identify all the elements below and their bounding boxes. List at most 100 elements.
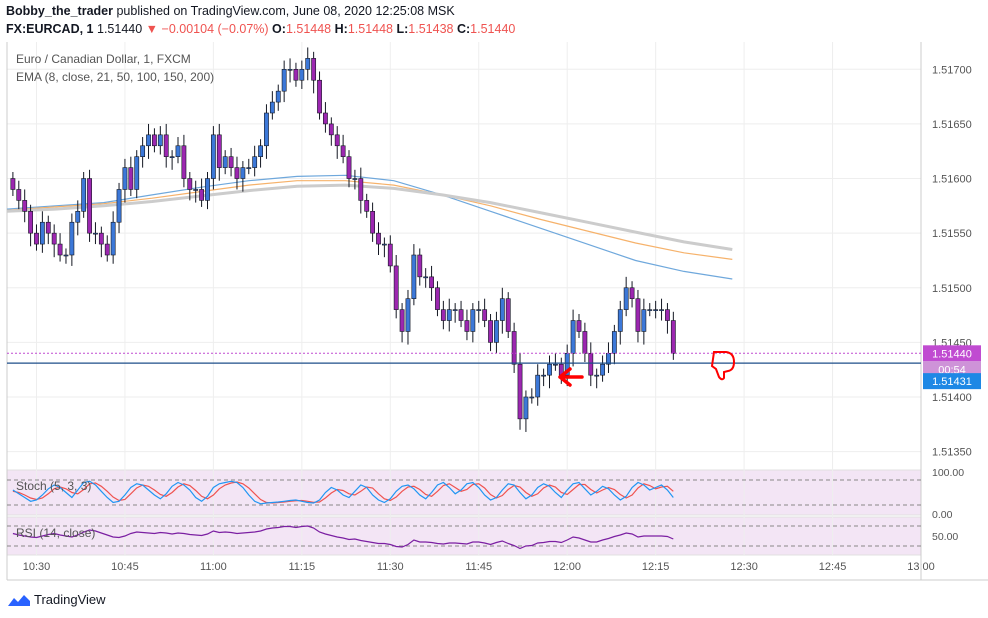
price-tick-label: 1.51350: [932, 447, 972, 459]
candle-body: [175, 145, 181, 157]
candle-body: [181, 145, 187, 179]
candle-body: [199, 189, 204, 201]
candle-body: [57, 243, 63, 256]
high-value: 1.51448: [347, 22, 393, 36]
candle-body: [87, 178, 92, 234]
candle-body: [665, 309, 670, 321]
time-tick-label: 12:15: [642, 561, 670, 573]
candle-body: [104, 243, 110, 256]
ema-line-orange: [6, 180, 733, 260]
low-value: 1.51438: [408, 22, 454, 36]
candle-body: [494, 320, 499, 343]
time-tick-label: 12:45: [819, 561, 847, 573]
candle-body: [458, 309, 464, 321]
candle-body: [635, 298, 641, 332]
candle-body: [328, 123, 334, 136]
candle-body: [370, 211, 375, 234]
candle-body: [511, 331, 517, 365]
candle-body: [146, 134, 151, 147]
candle-body: [405, 298, 411, 332]
stoch-k-line: [12, 480, 674, 505]
published-text: published on TradingView.com, June 08, 2…: [116, 4, 455, 18]
stoch-axis-label: 100.00: [932, 467, 964, 479]
footer-brand-text: TradingView: [34, 592, 106, 607]
candle-body: [134, 156, 140, 190]
footer-brand[interactable]: TradingView: [8, 592, 106, 607]
last-price-tag: [923, 345, 981, 362]
candle-body: [376, 232, 381, 245]
symbol-label: FX:EURCAD, 1: [6, 22, 94, 36]
candle-body: [358, 178, 364, 201]
candle-body: [269, 101, 275, 114]
candle-body: [470, 309, 476, 332]
candle-body: [10, 178, 16, 190]
time-tick-label: 10:30: [23, 561, 51, 573]
candle-body: [340, 145, 346, 157]
rsi-axis-label: 50.00: [932, 531, 958, 543]
candle-body: [429, 276, 434, 289]
candle-body: [387, 243, 393, 267]
candle-body: [582, 331, 588, 354]
candle-body: [435, 287, 440, 310]
candle-body: [222, 156, 228, 168]
candle-body: [98, 232, 104, 245]
candle-body: [570, 320, 576, 354]
author-name[interactable]: Bobby_the_trader: [6, 4, 113, 18]
candle-body: [63, 254, 69, 257]
candle-body: [423, 276, 429, 279]
candle-body: [535, 374, 541, 398]
candle-body: [140, 145, 146, 157]
candle-body: [39, 221, 45, 245]
candle-body: [252, 156, 258, 168]
ema-line-gray: [6, 183, 733, 251]
candle-body: [234, 167, 240, 179]
candle-body: [264, 112, 269, 147]
candle-body: [228, 156, 234, 168]
candle-body: [258, 145, 263, 157]
red-arrow-drawing: [558, 367, 584, 387]
tradingview-logo-icon: [8, 594, 30, 606]
candle-body: [588, 353, 594, 376]
price-change: −0.00104 (−0.07%): [161, 22, 269, 36]
main-pane: [7, 42, 921, 468]
candle-body: [163, 134, 169, 157]
candle-body: [523, 396, 529, 420]
price-tick-label: 1.51700: [932, 64, 972, 76]
low-label: L:: [396, 22, 409, 36]
close-label: C:: [456, 22, 471, 36]
rsi-line: [12, 525, 674, 550]
candle-body: [641, 309, 647, 332]
candle-body: [193, 189, 199, 191]
stoch-d-line: [12, 481, 674, 504]
candle-body: [393, 265, 399, 310]
candle-body: [75, 211, 81, 223]
candle-body: [317, 79, 322, 114]
candle-body: [169, 156, 175, 158]
candle-body: [281, 69, 287, 92]
candle-body: [210, 134, 216, 179]
candle-body: [517, 363, 523, 420]
candle-body: [476, 309, 482, 311]
time-tick-label: 11:15: [288, 561, 315, 573]
legend-ema: EMA (8, close, 21, 50, 100, 150, 200): [16, 70, 215, 84]
candle-body: [81, 178, 87, 212]
candle-body: [594, 374, 600, 377]
candle-body: [157, 134, 163, 147]
candle-body: [488, 320, 493, 343]
legend-title: Euro / Canadian Dollar, 1, FXCM: [16, 52, 191, 66]
open-value: 1.51448: [285, 22, 332, 36]
high-label: H:: [334, 22, 348, 36]
candle-body: [34, 232, 39, 245]
candle-body: [122, 167, 128, 190]
candle-body: [311, 58, 317, 81]
candle-body: [16, 189, 22, 201]
candle-body: [128, 167, 134, 190]
candle-body: [216, 134, 222, 168]
time-tick-label: 11:30: [377, 561, 404, 573]
candle-body: [116, 189, 122, 223]
candle-body: [246, 167, 252, 169]
candle-body: [411, 254, 417, 299]
candle-body: [653, 309, 659, 311]
candle-body: [22, 200, 28, 212]
